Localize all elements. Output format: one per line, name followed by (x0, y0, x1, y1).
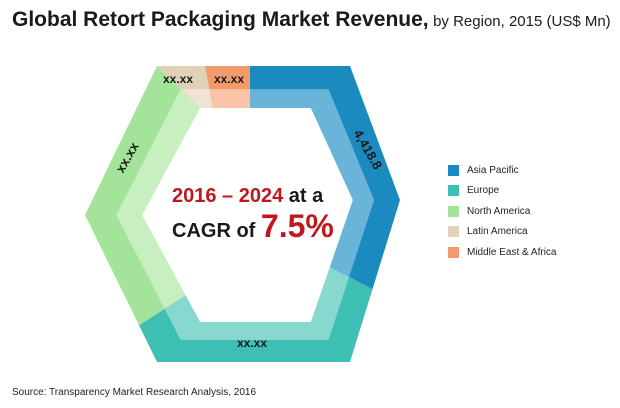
europe-inner (164, 267, 350, 340)
legend-swatch (448, 205, 459, 217)
legend-label: Europe (467, 185, 500, 196)
legend-swatch (448, 246, 459, 258)
legend-swatch (448, 226, 459, 237)
label-latin-america: xx.xx (163, 72, 193, 86)
legend-label: Middle East & Africa (467, 246, 557, 258)
cagr-value: 7.5% (260, 208, 334, 244)
cagr-at-a: at a (283, 185, 324, 207)
legend-item: North America (448, 201, 556, 221)
asia-pacific-inner (250, 89, 375, 277)
legend-swatch (448, 185, 459, 196)
legend-label: Asia Pacific (467, 164, 519, 176)
latin-america-inner (180, 89, 213, 108)
source-note: Source: Transparency Market Research Ana… (12, 387, 257, 398)
cagr-callout: 2016 – 2024 at a CAGR of 7.5% (172, 185, 337, 245)
legend-label: North America (467, 205, 531, 217)
label-europe: xx.xx (237, 336, 267, 350)
legend-item: Asia Pacific (448, 160, 556, 180)
chart-title: Global Retort Packaging Market Revenue, … (12, 8, 611, 32)
cagr-years: 2016 – 2024 (172, 185, 284, 207)
legend-label: Latin America (467, 226, 528, 237)
legend-item: Middle East & Africa (448, 242, 556, 262)
mea-inner (209, 89, 250, 108)
label-mea: xx.xx (214, 72, 244, 86)
legend-item: Latin America (448, 222, 556, 242)
title-sub: by Region, 2015 (US$ Mn) (433, 13, 611, 30)
legend-item: Europe (448, 181, 556, 201)
title-main: Global Retort Packaging Market Revenue, (12, 8, 429, 31)
cagr-of: CAGR of (172, 220, 261, 242)
legend-swatch (448, 164, 459, 176)
north-america-inner (116, 89, 200, 309)
legend: Asia Pacific Europe North America Latin Ame… (448, 160, 556, 263)
